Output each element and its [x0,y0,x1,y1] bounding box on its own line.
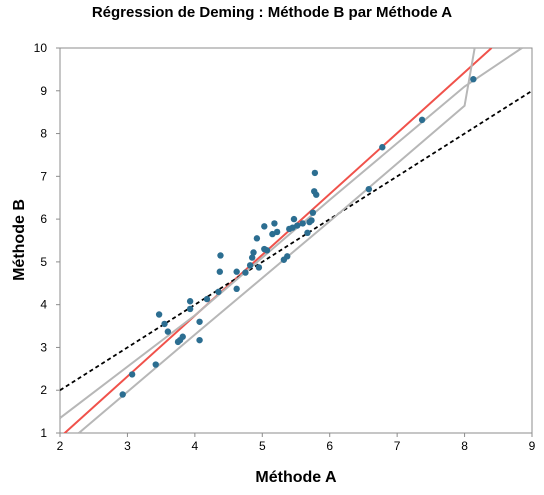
y-axis-title: Méthode B [11,199,28,281]
x-tick-label: 2 [57,439,64,453]
y-tick-label: 6 [40,212,47,226]
data-point [308,217,315,224]
data-point [255,264,263,271]
data-point [299,220,306,227]
data-point [250,249,257,256]
x-tick-label: 6 [326,439,333,453]
data-point [311,169,319,177]
data-point [470,76,477,83]
y-tick-label: 1 [40,426,47,440]
y-tick-label: 7 [40,169,47,183]
data-point [418,116,426,124]
y-tick-label: 4 [40,298,47,312]
data-point [379,144,386,151]
data-point [215,288,222,296]
y-tick-label: 10 [34,41,48,55]
x-tick-label: 9 [529,439,536,453]
x-axis-title: Méthode A [255,469,337,486]
x-tick-label: 7 [394,439,401,453]
data-point [273,228,281,236]
y-tick-label: 5 [40,255,47,269]
data-point [203,295,211,303]
data-point [246,262,254,269]
chart-title: Régression de Deming : Méthode B par Mét… [91,4,453,21]
data-point [161,320,168,328]
data-point [242,269,249,276]
data-point [309,209,317,216]
identity-line [60,90,532,391]
data-point [261,223,268,230]
plot-area [59,47,533,434]
data-point [196,318,203,325]
x-tick-label: 5 [259,439,266,453]
data-point [365,185,373,193]
data-point [119,391,126,398]
y-tick-label: 8 [40,127,47,141]
data-point [284,253,291,260]
data-point [152,361,159,368]
data-point [196,336,203,344]
x-tick-label: 8 [461,439,468,453]
x-tick-label: 4 [192,439,199,453]
y-tick-label: 2 [40,383,47,397]
data-point [233,285,240,293]
y-tick-label: 3 [40,340,47,354]
y-tick-label: 9 [40,84,47,98]
confidence-upper-line [60,48,523,419]
data-point [263,247,271,254]
data-point [248,254,256,261]
data-point [217,252,224,259]
data-point [253,235,261,242]
data-point [271,220,278,227]
x-tick-label: 3 [124,439,131,453]
data-point [128,371,136,378]
data-point [179,333,186,340]
data-point [290,215,298,223]
data-point [164,328,172,335]
data-point [313,191,320,198]
data-point [186,298,194,305]
data-point [294,222,301,229]
data-point [155,311,163,318]
data-point [233,268,240,275]
data-point [304,229,311,236]
data-point [186,305,194,313]
data-point [216,268,224,275]
